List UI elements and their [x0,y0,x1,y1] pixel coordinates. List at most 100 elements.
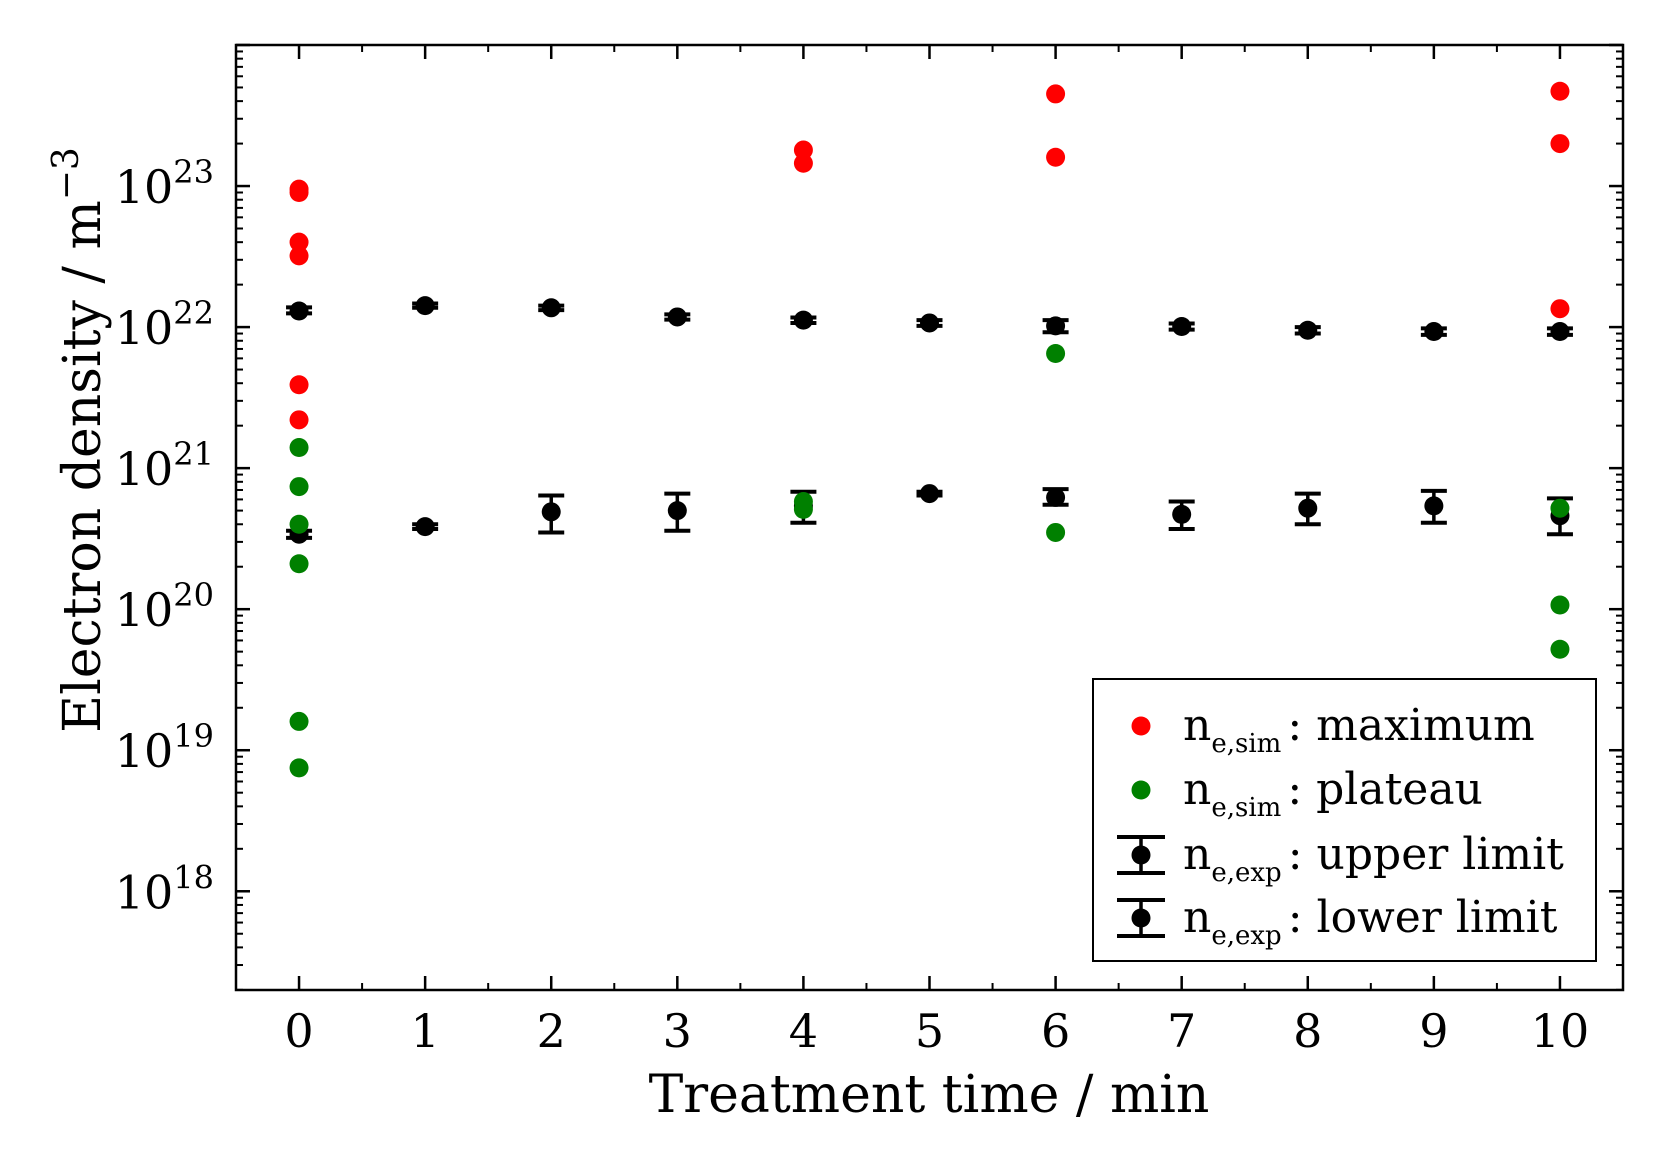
y-tick-label: 1020 [115,576,214,637]
legend-symbol: n [1183,829,1211,880]
legend-label: plateau [1302,764,1483,815]
y-tick-base: 10 [115,301,174,355]
x-tick-label: 8 [1293,1004,1322,1058]
y-tick-exponent: 18 [173,858,214,896]
legend-entry-maximum: ne,sim: maximum [1131,700,1535,759]
y-axis-label-text: Electron density / m [53,200,113,733]
data-point-plateau [1046,522,1066,542]
legend-subscript: e,sim [1211,793,1281,823]
data-point-maximum [1550,134,1570,154]
data-point-upper-limit [1298,320,1318,340]
legend-symbol: n [1183,764,1211,815]
legend-marker [1131,716,1151,736]
x-tick-label: 10 [1531,1004,1590,1058]
data-point-plateau [289,711,309,731]
x-tick-label: 5 [915,1004,944,1058]
y-tick-base: 10 [115,160,174,214]
data-point-maximum [793,153,813,173]
data-point-maximum [289,410,309,430]
data-points [286,81,1573,778]
data-point-plateau [1550,595,1570,615]
y-tick-exponent: 19 [173,717,214,755]
data-point-maximum [289,179,309,199]
data-point-plateau [1046,343,1066,363]
legend-sep: : [1288,829,1303,880]
data-point-lower-limit [1172,504,1192,524]
y-tick-label: 1022 [115,294,214,355]
data-point-maximum [289,246,309,266]
legend-marker [1131,845,1151,865]
legend-subscript: e,exp [1211,858,1281,888]
data-point-maximum [793,140,813,160]
legend-subscript: e,sim [1211,729,1281,759]
data-point-maximum [1550,299,1570,319]
legend-label: ne,exp: lower limit [1183,892,1558,951]
data-point-upper-limit [289,301,309,321]
data-point-upper-limit [1172,316,1192,336]
legend-label: upper limit [1303,829,1565,880]
legend-label: lower limit [1303,892,1558,943]
legend-symbol: n [1183,700,1211,751]
y-axis-label: Electron density / m−3 [46,147,113,733]
data-point-maximum [1550,81,1570,101]
y-tick-label: 1018 [115,858,214,919]
legend-sep: : [1287,764,1302,815]
y-tick-exponent: 23 [173,153,214,191]
y-tick-exponent: 20 [173,576,214,614]
plot-frame [234,43,1625,992]
y-tick-label: 1021 [115,435,214,496]
y-axis-label-group: Electron density / m−3 [46,147,113,733]
data-point-plateau [289,514,309,534]
x-tick-label: 3 [663,1004,692,1058]
data-point-maximum [1046,147,1066,167]
legend-subscript: e,exp [1211,921,1281,951]
data-point-plateau [289,477,309,497]
legend-label: ne,exp: upper limit [1183,829,1564,888]
x-tick-label: 2 [537,1004,566,1058]
x-tick-label: 4 [789,1004,818,1058]
x-axis-label: Treatment time / min [649,1065,1210,1125]
y-tick-exponent: 21 [173,435,214,473]
data-point-plateau [289,554,309,574]
data-point-upper-limit [1550,322,1570,342]
legend-box [1092,678,1597,962]
data-point-upper-limit [1046,316,1066,336]
data-point-upper-limit [920,313,939,333]
x-tick-label: 9 [1419,1004,1448,1058]
data-point-lower-limit [667,501,687,521]
legend-entry-plateau: ne,sim: plateau [1131,764,1483,823]
x-tick-label: 1 [410,1004,439,1058]
data-point-upper-limit [415,296,435,316]
legend-sep: : [1287,700,1302,751]
legend-entry-lower-limit: ne,exp: lower limit [1117,892,1558,951]
data-point-plateau [289,758,309,778]
legend-sep: : [1288,892,1303,943]
data-point-maximum [289,375,309,395]
x-tick-label: 7 [1167,1004,1196,1058]
data-point-upper-limit [541,298,561,318]
y-tick-base: 10 [115,865,174,919]
data-point-maximum [289,232,309,252]
y-tick-base: 10 [115,724,174,778]
data-point-lower-limit [1298,498,1318,518]
data-point-plateau [289,438,309,458]
data-point-plateau [1550,498,1570,518]
data-point-lower-limit [1424,496,1444,516]
y-tick-label: 1019 [115,717,214,778]
legend-label: maximum [1302,700,1535,751]
data-point-lower-limit [541,502,561,522]
y-tick-exponent: 22 [173,294,214,332]
legend-marker [1131,908,1151,928]
y-tick-base: 10 [115,583,174,637]
legend-entry-upper-limit: ne,exp: upper limit [1117,829,1564,888]
data-point-plateau [1550,639,1570,659]
data-point-lower-limit [920,484,939,504]
data-point-maximum [1046,84,1066,104]
x-tick-label: 0 [284,1004,313,1058]
x-tick-label: 6 [1041,1004,1070,1058]
y-tick-label: 1023 [115,153,214,214]
